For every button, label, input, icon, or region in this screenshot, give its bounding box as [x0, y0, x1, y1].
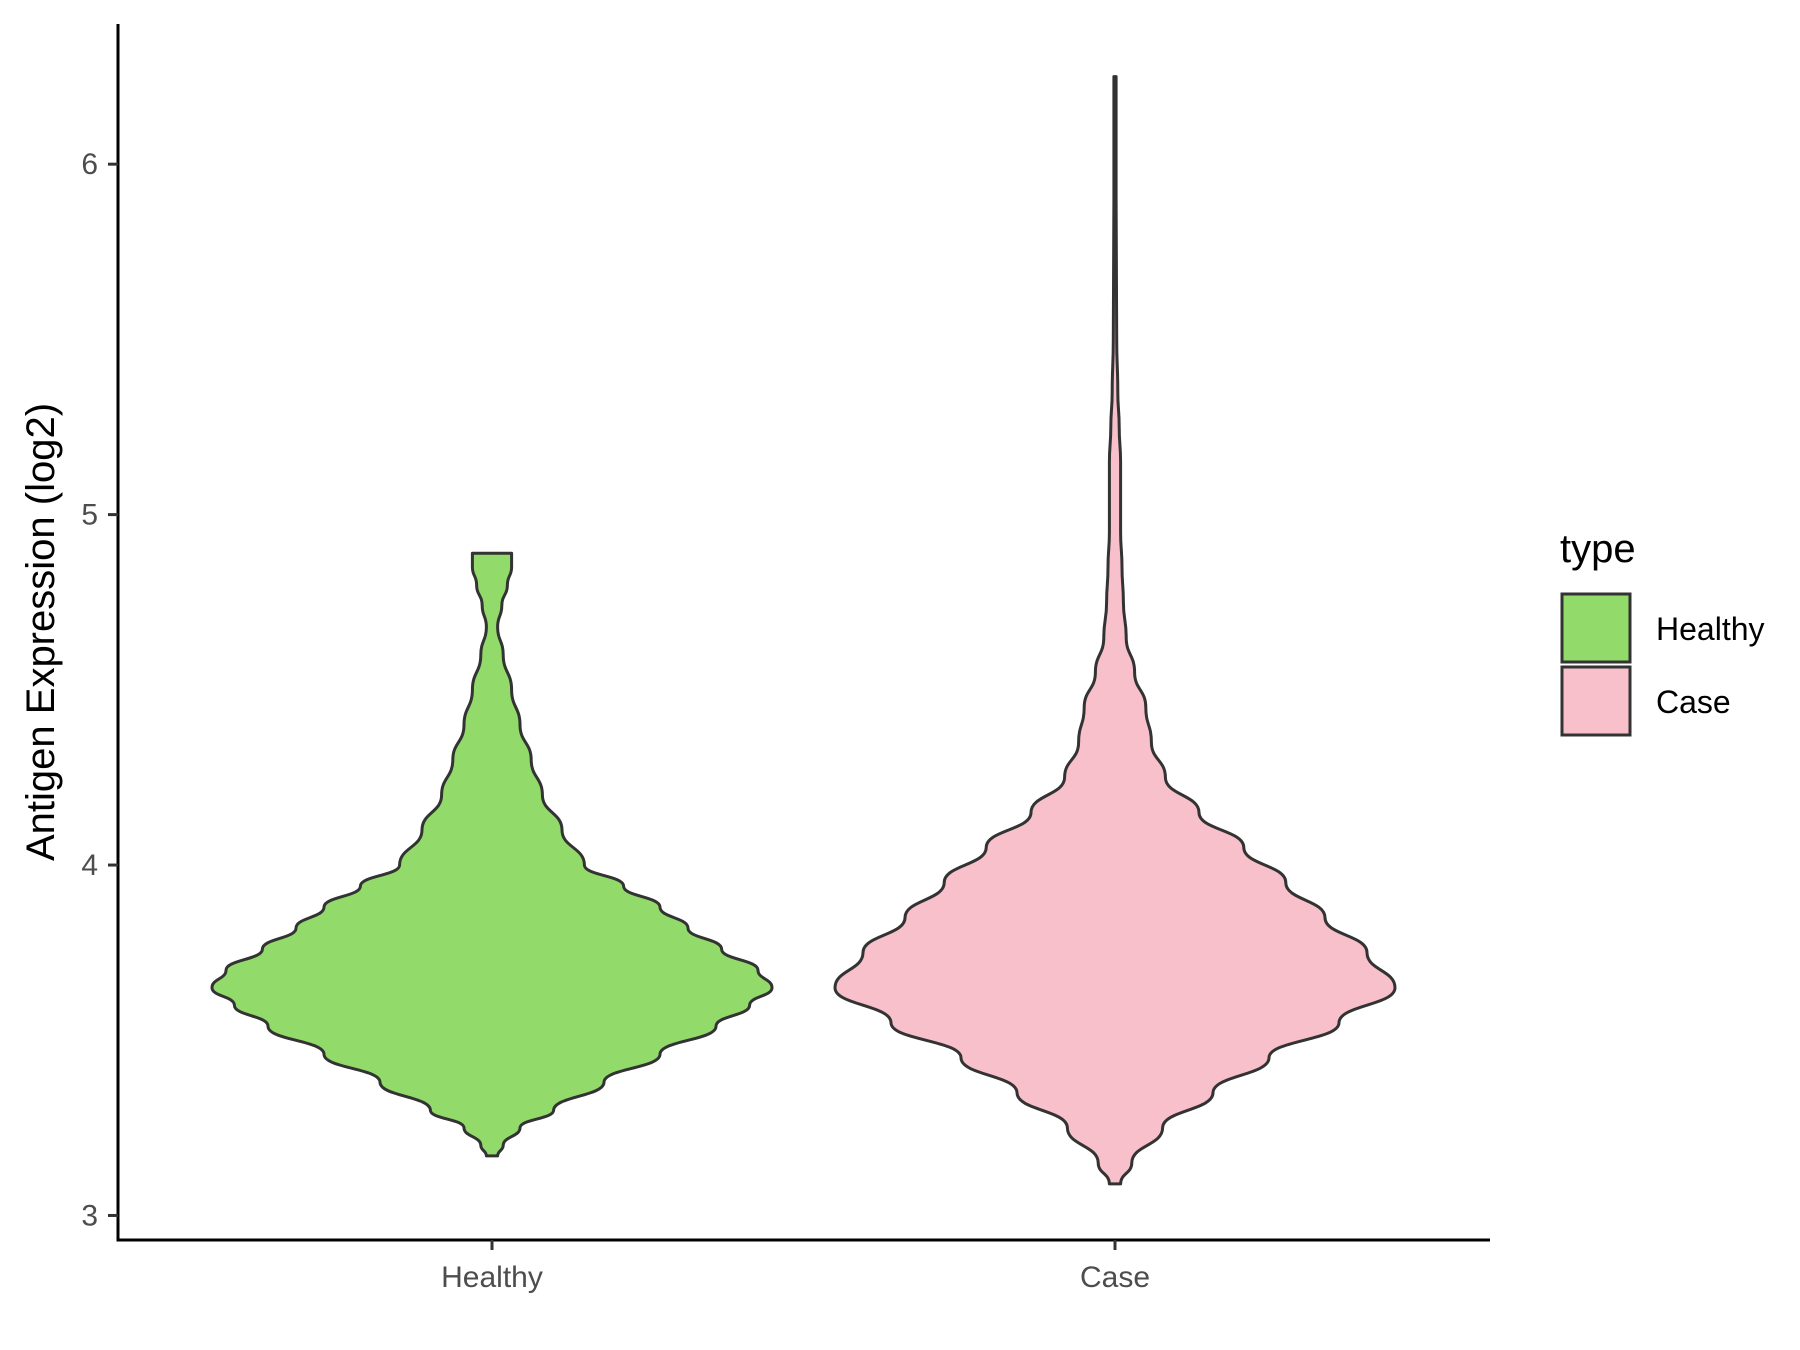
y-tick-label: 5	[81, 499, 98, 532]
legend-title: type	[1560, 527, 1636, 571]
violin-layer	[210, 75, 1397, 1186]
violin-case	[833, 75, 1397, 1186]
x-tick-label: Healthy	[441, 1261, 543, 1294]
legend-swatch-healthy	[1560, 592, 1632, 664]
y-tick-label: 4	[81, 849, 98, 882]
y-axis-title: Antigen Expression (log2)	[19, 403, 63, 861]
legend: type Healthy Case	[1560, 527, 1765, 737]
y-ticks: 3 4 5 6	[81, 148, 118, 1232]
legend-label-case: Case	[1656, 684, 1731, 720]
y-tick-label: 3	[81, 1199, 98, 1232]
y-tick-label: 6	[81, 148, 98, 181]
x-tick-label: Case	[1080, 1261, 1150, 1294]
legend-swatch-case	[1560, 665, 1632, 737]
axes	[116, 24, 1490, 1242]
x-ticks: Healthy Case	[441, 1240, 1150, 1294]
violin-healthy	[210, 551, 774, 1158]
legend-label-healthy: Healthy	[1656, 611, 1765, 647]
